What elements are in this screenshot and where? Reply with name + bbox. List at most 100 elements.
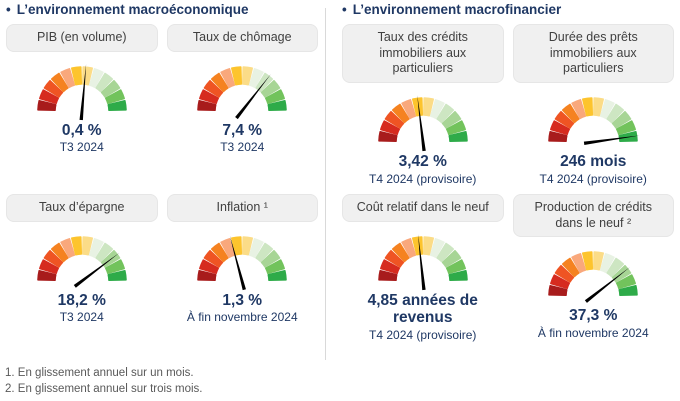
gauge-needle <box>73 252 120 288</box>
gauge-segment <box>571 253 587 274</box>
gauge-segment <box>231 65 243 86</box>
gauge-card: Inflation ¹ 1,3 % À fin novembre 2024 <box>166 194 318 364</box>
bullet-icon: • <box>6 2 11 17</box>
gauge-segment <box>60 67 75 88</box>
gauge-segment <box>70 65 82 86</box>
gauge-segment <box>379 120 400 135</box>
gauge-segment <box>391 103 410 124</box>
gauge-segment <box>445 258 466 274</box>
gauge-segment <box>582 251 594 271</box>
gauge-segment <box>550 120 571 135</box>
gauge-segment <box>203 79 224 98</box>
indicator-label: Coût relatif dans le neuf <box>342 194 504 222</box>
gauge-segment <box>571 98 587 119</box>
gauge-grid-macroeconomique: PIB (en volume) 0,4 % T3 2024 Taux de ch… <box>6 24 318 364</box>
gauge-chart <box>197 65 288 119</box>
gauge-segment <box>255 242 274 262</box>
gauge-needle <box>585 267 631 304</box>
gauge-segment <box>422 235 434 256</box>
gauge-segment <box>422 97 434 117</box>
indicator-label: PIB (en volume) <box>6 24 158 52</box>
gauge-segment <box>548 130 568 142</box>
gauge-needle <box>584 135 640 145</box>
gauge-segment <box>81 235 93 256</box>
gauge-segment <box>104 258 125 274</box>
gauge-segment <box>600 253 615 274</box>
gauge-segment <box>267 269 288 281</box>
gauge-card: Production de crédits dans le neuf ² 37,… <box>512 194 674 364</box>
gauge-period: T3 2024 <box>59 140 104 155</box>
column-divider <box>325 8 326 360</box>
gauge-period: T4 2024 (provisoire) <box>369 171 477 186</box>
gauge-segment <box>249 237 264 258</box>
gauge-needle <box>417 233 426 290</box>
gauge-segment <box>211 242 229 262</box>
gauge-value: 4,85 années de revenus <box>367 291 478 327</box>
gauge-segment <box>70 235 82 256</box>
footnotes: 1. En glissement annuel sur un mois. 2. … <box>5 365 203 397</box>
gauge-needle <box>235 73 272 119</box>
gauge-segment <box>50 72 69 92</box>
gauge-segment <box>582 97 594 117</box>
gauge-segment <box>36 99 57 111</box>
section-title: L’environnement macrofinancier <box>352 2 562 17</box>
gauge-segment <box>265 258 286 274</box>
gauge-value: 18,2 % <box>57 291 106 309</box>
gauge-segment <box>554 265 575 283</box>
gauge-value: 246 mois <box>560 152 627 170</box>
gauge-segment <box>377 130 398 142</box>
gauge-period: T4 2024 (provisoire) <box>539 171 647 186</box>
gauge-segment <box>88 237 104 258</box>
gauge-chart <box>377 233 468 290</box>
gauge-segment <box>618 285 639 297</box>
gauge-segment <box>401 237 416 258</box>
gauge-card: Taux d’épargne 18,2 % T3 2024 <box>6 194 158 364</box>
indicator-label: Durée des prêts immobiliers aux particul… <box>512 24 674 83</box>
gauge-segment <box>88 67 104 88</box>
bullet-icon: • <box>342 2 347 17</box>
gauge-segment <box>95 242 113 262</box>
gauge-segment <box>562 103 580 124</box>
gauge-chart <box>197 235 288 290</box>
gauge-segment <box>429 237 445 258</box>
gauge-chart <box>377 95 468 152</box>
gauge-segment <box>612 110 632 129</box>
gauge-segment <box>60 237 75 258</box>
gauge-segment <box>107 269 127 281</box>
gauge-segment <box>429 98 445 119</box>
gauge-card: PIB (en volume) 0,4 % T3 2024 <box>6 24 158 194</box>
gauge-chart <box>36 63 127 120</box>
gauge-segment <box>441 249 462 268</box>
gauge-segment <box>391 242 410 262</box>
gauge-segment <box>220 237 236 258</box>
footnote-2: 2. En glissement annuel sur trois mois. <box>5 383 203 395</box>
section-macroeconomique: • L’environnement macroéconomique PIB (e… <box>6 2 318 364</box>
gauge-segment <box>43 249 63 268</box>
gauge-segment <box>197 269 217 281</box>
gauge-segment <box>548 285 568 297</box>
gauge-chart <box>548 97 640 145</box>
gauge-segment <box>38 88 59 104</box>
gauge-segment <box>550 274 571 290</box>
gauge-value: 7,4 % <box>222 121 263 139</box>
gauge-segment <box>231 235 243 256</box>
gauge-grid-macrofinancier: Taux des crédits immobiliers aux particu… <box>342 24 674 364</box>
gauge-segment <box>199 88 220 104</box>
gauge-needle <box>79 63 86 120</box>
gauge-segment <box>441 110 462 129</box>
section-title: L’environnement macroéconomique <box>16 2 249 17</box>
gauge-segment <box>265 88 286 104</box>
gauge-segment <box>554 110 575 129</box>
gauge-segment <box>220 67 236 88</box>
gauge-segment <box>50 242 69 262</box>
indicator-label: Production de crédits dans le neuf ² <box>512 194 674 238</box>
gauge-value: 0,4 % <box>61 121 102 139</box>
gauge-value: 3,42 % <box>398 152 447 170</box>
section-macrofinancier: • L’environnement macrofinancier Taux de… <box>342 2 674 364</box>
gauge-segment <box>593 251 605 271</box>
gauge-needle <box>417 95 426 152</box>
gauge-segment <box>384 110 404 129</box>
gauge-segment <box>445 120 466 135</box>
gauge-card: Coût relatif dans le neuf 4,85 années de… <box>342 194 504 364</box>
gauge-segment <box>377 269 398 281</box>
